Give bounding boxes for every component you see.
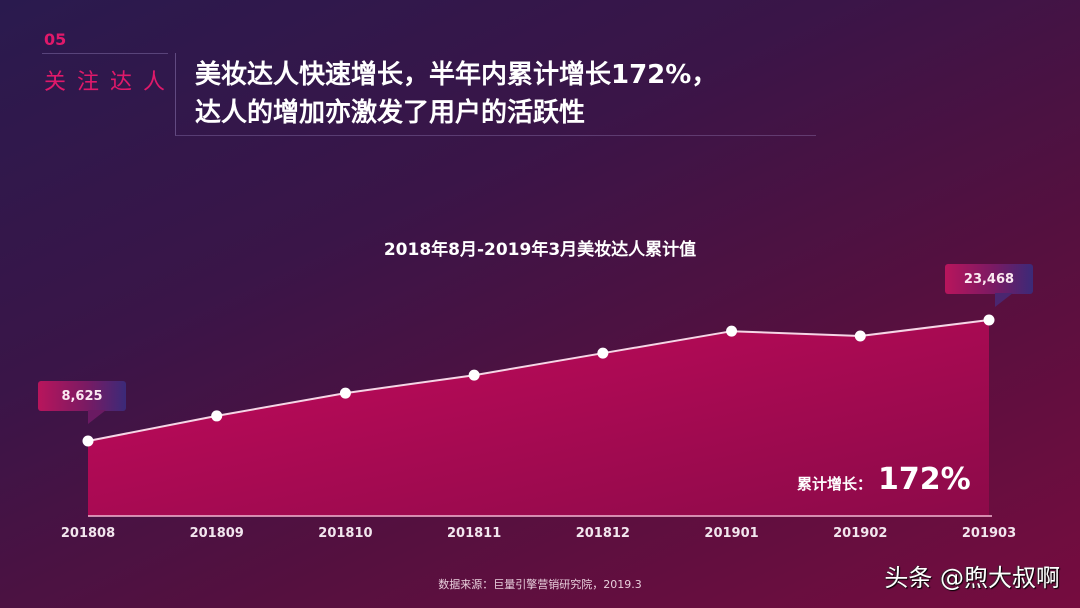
data-markers	[82, 314, 995, 447]
data-point-marker	[339, 387, 351, 399]
series-line	[87, 319, 990, 442]
data-source: 数据来源：巨量引擎营销研究院，2019.3	[438, 578, 642, 591]
callout-last-label: 23,468	[963, 271, 1015, 287]
area-fill	[88, 320, 989, 516]
x-axis-tick-label: 201812	[575, 526, 630, 541]
callout-last-tail	[995, 293, 1013, 307]
growth-label: 累计增长：	[797, 475, 873, 493]
data-point-marker	[468, 369, 480, 381]
data-point-marker	[82, 435, 94, 447]
section-number: 05	[44, 30, 67, 49]
section-divider	[42, 53, 168, 54]
growth-value: 172%	[878, 462, 971, 497]
growth-summary: 累计增长： 172%	[797, 462, 971, 497]
callout-first-tail	[88, 410, 106, 424]
data-point-marker	[211, 410, 223, 422]
callout-last-value: 23,468	[945, 264, 1033, 294]
callout-first-value: 8,625	[38, 381, 126, 411]
data-point-marker	[854, 330, 866, 342]
chart-title: 2018年8月-2019年3月美妆达人累计值	[383, 240, 697, 260]
data-point-marker	[726, 325, 738, 337]
data-point-marker	[983, 314, 995, 326]
x-axis-tick-label: 201810	[318, 526, 373, 541]
headline: 美妆达人快速增长，半年内累计增长172%， 达人的增加亦激发了用户的活跃性	[195, 60, 718, 128]
headline-frame	[175, 53, 816, 136]
x-axis-tick-label: 201811	[447, 526, 502, 541]
watermark: 头条 @煦大叔啊	[884, 564, 1060, 592]
x-axis-tick-label: 201903	[961, 526, 1017, 541]
x-axis-tick-label: 201902	[833, 526, 888, 541]
callout-first-label: 8,625	[61, 388, 103, 404]
section-label: 关注达人	[44, 70, 177, 95]
data-point-marker	[597, 347, 609, 359]
x-axis-tick-label: 201808	[60, 526, 116, 541]
x-axis-tick-label: 201809	[189, 526, 244, 541]
x-axis-tick-label: 201901	[704, 526, 759, 541]
